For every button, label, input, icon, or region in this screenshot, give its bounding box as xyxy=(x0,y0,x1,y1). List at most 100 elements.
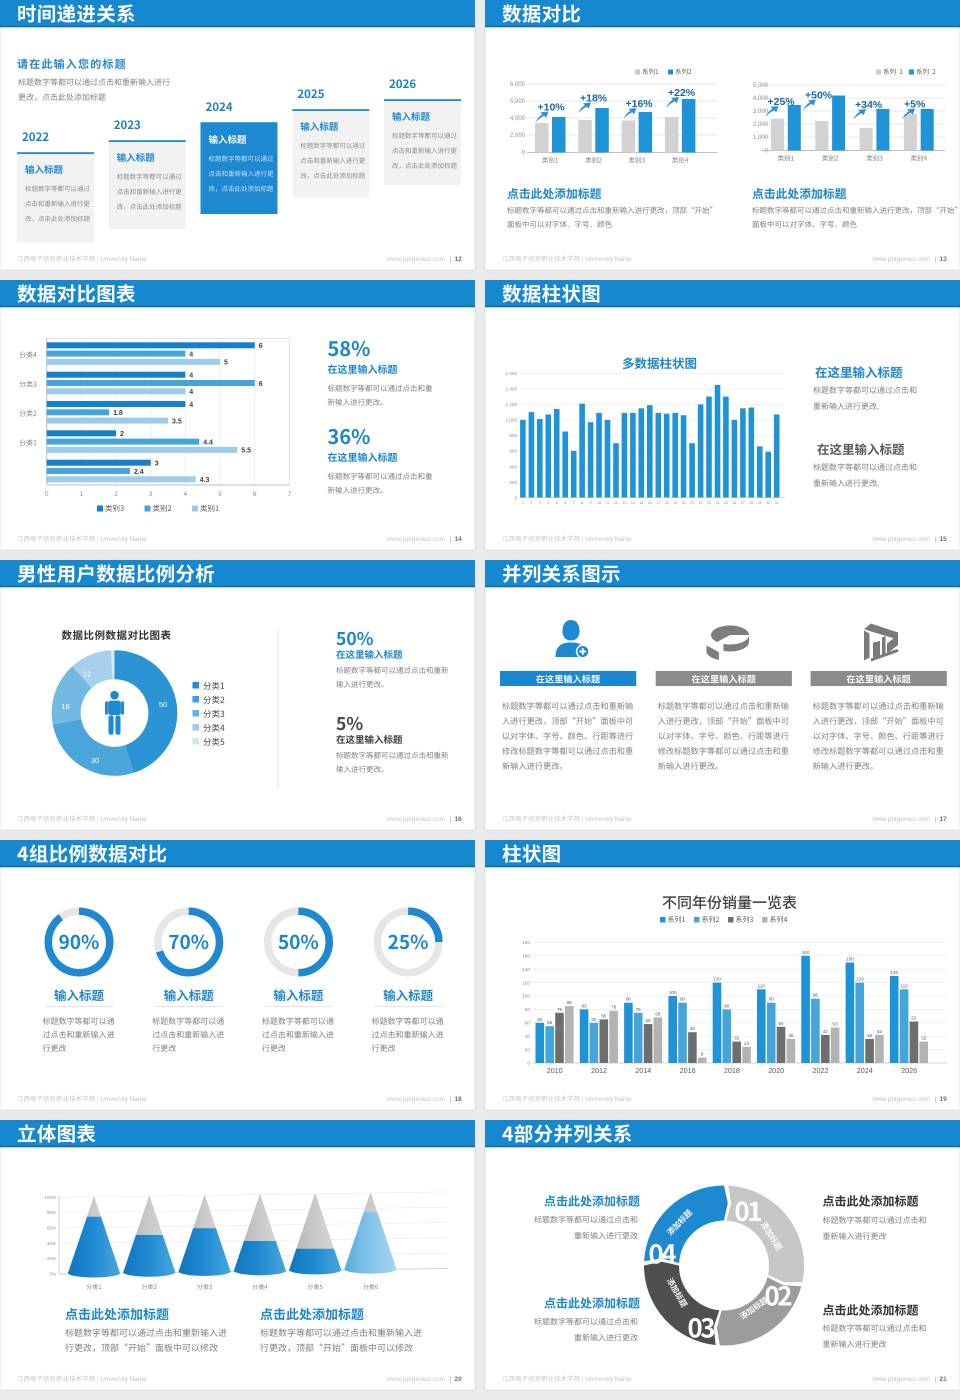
svg-text:140: 140 xyxy=(522,967,530,973)
svg-text:28: 28 xyxy=(749,501,753,505)
svg-text:100: 100 xyxy=(669,990,677,995)
svg-text:29: 29 xyxy=(758,501,762,505)
svg-text:15: 15 xyxy=(940,536,948,543)
svg-text:3.5: 3.5 xyxy=(172,418,182,425)
svg-text:25: 25 xyxy=(724,501,728,505)
svg-text:130: 130 xyxy=(890,970,898,975)
svg-text:|: | xyxy=(935,536,937,543)
svg-text:| University Name: | University Name xyxy=(97,536,147,543)
svg-text:18: 18 xyxy=(61,702,69,711)
svg-text:2,000: 2,000 xyxy=(510,133,526,139)
svg-text:11: 11 xyxy=(606,501,610,505)
svg-text:1,000: 1,000 xyxy=(753,135,769,141)
svg-text:2018: 2018 xyxy=(724,1066,740,1075)
svg-text:0: 0 xyxy=(514,495,517,500)
svg-text:24: 24 xyxy=(744,1041,750,1046)
svg-text:4,000: 4,000 xyxy=(753,96,769,102)
svg-text:|: | xyxy=(450,1096,452,1103)
svg-text:20: 20 xyxy=(525,1047,531,1053)
svg-text:50: 50 xyxy=(159,700,167,709)
svg-text:2012: 2012 xyxy=(591,1066,607,1075)
svg-text:120: 120 xyxy=(522,980,530,986)
svg-text:| University Name: | University Name xyxy=(582,1096,632,1103)
svg-text:4.3: 4.3 xyxy=(200,477,210,484)
svg-text:180: 180 xyxy=(522,940,530,946)
svg-text:0: 0 xyxy=(765,149,769,155)
svg-text:3: 3 xyxy=(149,491,153,498)
svg-text:19: 19 xyxy=(940,1096,948,1103)
svg-text:2014: 2014 xyxy=(635,1066,651,1075)
svg-text:1: 1 xyxy=(522,501,524,505)
svg-text:2,000: 2,000 xyxy=(753,122,769,128)
svg-text:2.4: 2.4 xyxy=(134,469,144,476)
svg-text:6: 6 xyxy=(259,343,263,350)
svg-text:60: 60 xyxy=(525,1021,531,1027)
svg-text:www.pptgenius.com: www.pptgenius.com xyxy=(871,816,930,823)
svg-text:5,000: 5,000 xyxy=(510,99,526,105)
svg-text:14: 14 xyxy=(455,536,463,543)
svg-text:80%: 80% xyxy=(47,1210,56,1215)
svg-text:1,400: 1,400 xyxy=(506,387,518,392)
svg-text:| University Name: | University Name xyxy=(582,536,632,543)
svg-text:60: 60 xyxy=(591,1017,597,1022)
svg-text:0: 0 xyxy=(527,1061,530,1067)
svg-text:62: 62 xyxy=(911,1016,917,1021)
svg-text:15: 15 xyxy=(639,501,643,505)
svg-text:120: 120 xyxy=(713,977,721,982)
svg-text:65: 65 xyxy=(601,1013,607,1018)
svg-text:12: 12 xyxy=(455,256,463,263)
svg-text:4: 4 xyxy=(183,491,187,498)
svg-text:+22%: +22% xyxy=(668,87,696,99)
svg-text:18: 18 xyxy=(665,501,669,505)
svg-text:4: 4 xyxy=(189,373,193,380)
svg-text:2016: 2016 xyxy=(680,1066,696,1075)
svg-text:| University Name: | University Name xyxy=(582,1376,632,1383)
svg-text:7: 7 xyxy=(287,491,291,498)
svg-text:2020: 2020 xyxy=(768,1066,784,1075)
svg-text:4.4: 4.4 xyxy=(203,439,213,446)
svg-text:16: 16 xyxy=(648,501,652,505)
svg-text:42: 42 xyxy=(877,1029,883,1034)
svg-text:46: 46 xyxy=(690,1026,696,1031)
svg-text:www.pptgenius.com: www.pptgenius.com xyxy=(871,256,930,263)
svg-text:4: 4 xyxy=(547,501,549,505)
svg-text:90: 90 xyxy=(680,997,686,1002)
svg-text:27: 27 xyxy=(741,501,745,505)
svg-text:30: 30 xyxy=(91,756,99,765)
svg-text:3,000: 3,000 xyxy=(753,109,769,115)
svg-text:4: 4 xyxy=(189,389,193,396)
svg-text:5,000: 5,000 xyxy=(753,83,769,89)
svg-text:20: 20 xyxy=(682,501,686,505)
svg-text:36: 36 xyxy=(788,1033,794,1038)
svg-text:10: 10 xyxy=(597,501,601,505)
svg-text:53: 53 xyxy=(833,1022,839,1027)
svg-text:12: 12 xyxy=(83,670,91,679)
svg-text:www.pptgenius.com: www.pptgenius.com xyxy=(386,1376,445,1383)
svg-text:www.pptgenius.com: www.pptgenius.com xyxy=(871,1096,930,1103)
svg-text:36: 36 xyxy=(867,1033,873,1038)
svg-text:600: 600 xyxy=(509,449,517,454)
svg-text:2: 2 xyxy=(530,501,532,505)
svg-text:2022: 2022 xyxy=(813,1066,829,1075)
svg-text:0: 0 xyxy=(522,151,526,157)
svg-text:4,000: 4,000 xyxy=(510,116,526,122)
svg-text:8: 8 xyxy=(701,1052,704,1057)
svg-text:3: 3 xyxy=(539,501,541,505)
svg-text:4: 4 xyxy=(189,402,193,409)
svg-text:20: 20 xyxy=(455,1376,463,1383)
svg-text:6: 6 xyxy=(564,501,566,505)
svg-text:17: 17 xyxy=(940,816,948,823)
svg-text:www.pptgenius.com: www.pptgenius.com xyxy=(386,816,445,823)
svg-text:4: 4 xyxy=(189,351,193,358)
svg-text:| University Name: | University Name xyxy=(582,256,632,263)
svg-text:100: 100 xyxy=(522,994,530,1000)
svg-text:80: 80 xyxy=(724,1003,730,1008)
svg-text:13: 13 xyxy=(622,501,626,505)
svg-text:90: 90 xyxy=(626,997,632,1002)
svg-text:|: | xyxy=(935,1376,937,1383)
svg-text:|: | xyxy=(450,536,452,543)
svg-text:|: | xyxy=(450,1376,452,1383)
svg-text:96: 96 xyxy=(813,993,819,998)
svg-text:1,200: 1,200 xyxy=(506,402,518,407)
svg-text:80: 80 xyxy=(525,1007,531,1013)
